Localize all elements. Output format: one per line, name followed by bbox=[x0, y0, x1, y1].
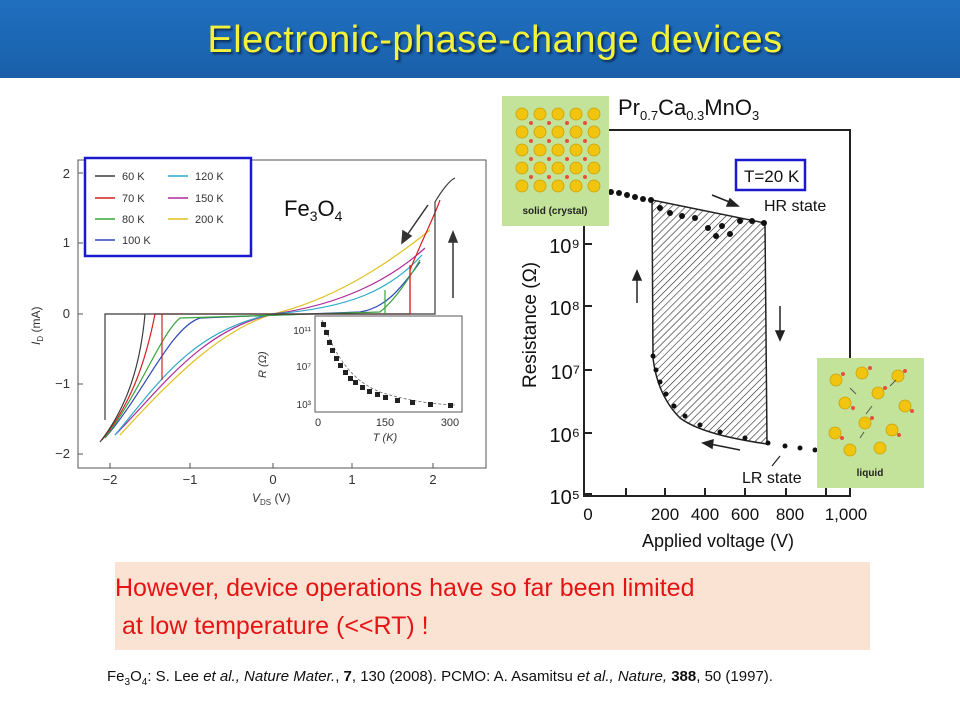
inset-xtick: 300 bbox=[441, 417, 459, 429]
legend-item: 200 K bbox=[195, 214, 224, 226]
pcmo-arrows bbox=[631, 194, 786, 451]
iv-x-ticks: −2 −1 0 1 2 bbox=[103, 472, 437, 487]
inset-xticks: 0 150 300 bbox=[315, 417, 459, 429]
fe3o4-iv-figure: 2 1 0 −1 −2 −2 −1 0 1 2 VDS (V) ID (mA) bbox=[30, 130, 500, 520]
iv-curve-60k bbox=[99, 177, 456, 443]
temperature-label: T=20 K bbox=[744, 167, 800, 186]
temperature-box bbox=[734, 158, 807, 192]
legend-item: 120 K bbox=[195, 171, 224, 183]
iv-ytick: −1 bbox=[55, 376, 70, 391]
pcmo-xtick: 1,000 bbox=[825, 505, 868, 524]
iv-xtick: 1 bbox=[348, 472, 355, 487]
caption-box: However, device operations have so far b… bbox=[115, 562, 870, 650]
inset-frame bbox=[314, 315, 463, 413]
pcmo-formula: Pr0.7Ca0.3MnO3 bbox=[618, 95, 759, 123]
iv-curves bbox=[99, 177, 456, 443]
pcmo-xtick: 600 bbox=[731, 505, 759, 524]
pcmo-xtick: 800 bbox=[776, 505, 804, 524]
legend-item: 80 K bbox=[122, 214, 145, 226]
legend-item: 150 K bbox=[195, 193, 224, 205]
pcmo-plot-frame bbox=[583, 129, 851, 497]
iv-ytick: −2 bbox=[55, 446, 70, 461]
iv-arrows bbox=[401, 204, 459, 298]
solid-crystal-label: solid (crystal) bbox=[522, 206, 587, 217]
iv-legend-frame bbox=[83, 156, 253, 258]
inset-ytick: 10¹¹ bbox=[293, 326, 311, 337]
liquid-panel: liquid bbox=[817, 358, 924, 488]
inset-xlabel: T (K) bbox=[373, 432, 398, 444]
inset-ylabel: R (Ω) bbox=[257, 351, 269, 378]
reference-line: Fe3O4: S. Lee et al., Nature Mater., 7, … bbox=[107, 668, 773, 688]
pcmo-ytick: 10⁹ bbox=[549, 236, 580, 258]
pcmo-ytick: 10⁷ bbox=[551, 362, 580, 384]
inset-ytick: 10³ bbox=[297, 400, 312, 411]
liquid-atoms bbox=[828, 366, 912, 457]
legend-item: 60 K bbox=[122, 171, 145, 183]
slide-title: Electronic-phase-change devices bbox=[207, 19, 783, 61]
liquid-label: liquid bbox=[857, 468, 884, 479]
pcmo-yaxis-label: Resistance (Ω) bbox=[520, 262, 541, 388]
pcmo-y-ticks: 10⁹ 10⁸ 10⁷ 10⁶ 10⁵ bbox=[549, 236, 580, 509]
inset-yticks: 10¹¹ 10⁷ 10³ bbox=[293, 326, 311, 411]
inset-xtick: 0 bbox=[315, 417, 321, 429]
fe3o4-label: Fe3O4 bbox=[284, 196, 343, 224]
caption-line-1: However, device operations have so far b… bbox=[115, 574, 695, 602]
pcmo-xtick: 400 bbox=[691, 505, 719, 524]
pcmo-xtick: 0 bbox=[583, 505, 592, 524]
iv-xaxis-label: VDS (V) bbox=[252, 491, 290, 507]
pcmo-ytick: 10⁵ bbox=[549, 487, 580, 509]
pcmo-xtick: 200 bbox=[651, 505, 679, 524]
iv-curve-100k bbox=[104, 261, 421, 439]
hr-state-label: HR state bbox=[764, 198, 826, 215]
iv-ytick: 0 bbox=[63, 306, 70, 321]
iv-yaxis-label: ID (mA) bbox=[30, 307, 45, 345]
solid-crystal-panel: solid (crystal) bbox=[502, 96, 609, 226]
inset-ytick: 10⁷ bbox=[296, 362, 311, 373]
iv-legend: 60 K 70 K 80 K 100 K 120 K 150 K 200 K bbox=[95, 171, 224, 247]
iv-ytick: 1 bbox=[63, 235, 70, 250]
iv-xtick: −1 bbox=[183, 472, 198, 487]
pcmo-resistance-figure: Pr0.7Ca0.3MnO3 10⁹ 10⁸ 10⁷ 10⁶ 10⁵ 0 200… bbox=[502, 95, 924, 551]
pcmo-x-ticks: 0 200 400 600 800 1,000 bbox=[583, 505, 867, 524]
pcmo-ytick: 10⁸ bbox=[549, 298, 580, 320]
lr-state-label: LR state bbox=[742, 470, 802, 487]
iv-xtick: −2 bbox=[103, 472, 118, 487]
legend-item: 70 K bbox=[122, 193, 145, 205]
crystal-atoms bbox=[515, 107, 601, 193]
caption-line-2: at low temperature (<<RT) ! bbox=[122, 612, 429, 640]
iv-curve-80k bbox=[104, 259, 421, 439]
pcmo-xaxis-label: Applied voltage (V) bbox=[642, 531, 794, 551]
inset-xtick: 150 bbox=[376, 417, 394, 429]
hysteresis-region bbox=[651, 199, 768, 445]
iv-xtick: 2 bbox=[429, 472, 436, 487]
iv-xtick: 0 bbox=[269, 472, 276, 487]
inset-points bbox=[321, 322, 453, 408]
title-bar bbox=[0, 0, 960, 78]
inset-fit-curve bbox=[321, 319, 456, 406]
iv-y-ticks: 2 1 0 −1 −2 bbox=[55, 166, 70, 461]
legend-item: 100 K bbox=[122, 235, 151, 247]
pcmo-ytick: 10⁶ bbox=[550, 425, 580, 447]
iv-ytick: 2 bbox=[63, 166, 70, 181]
